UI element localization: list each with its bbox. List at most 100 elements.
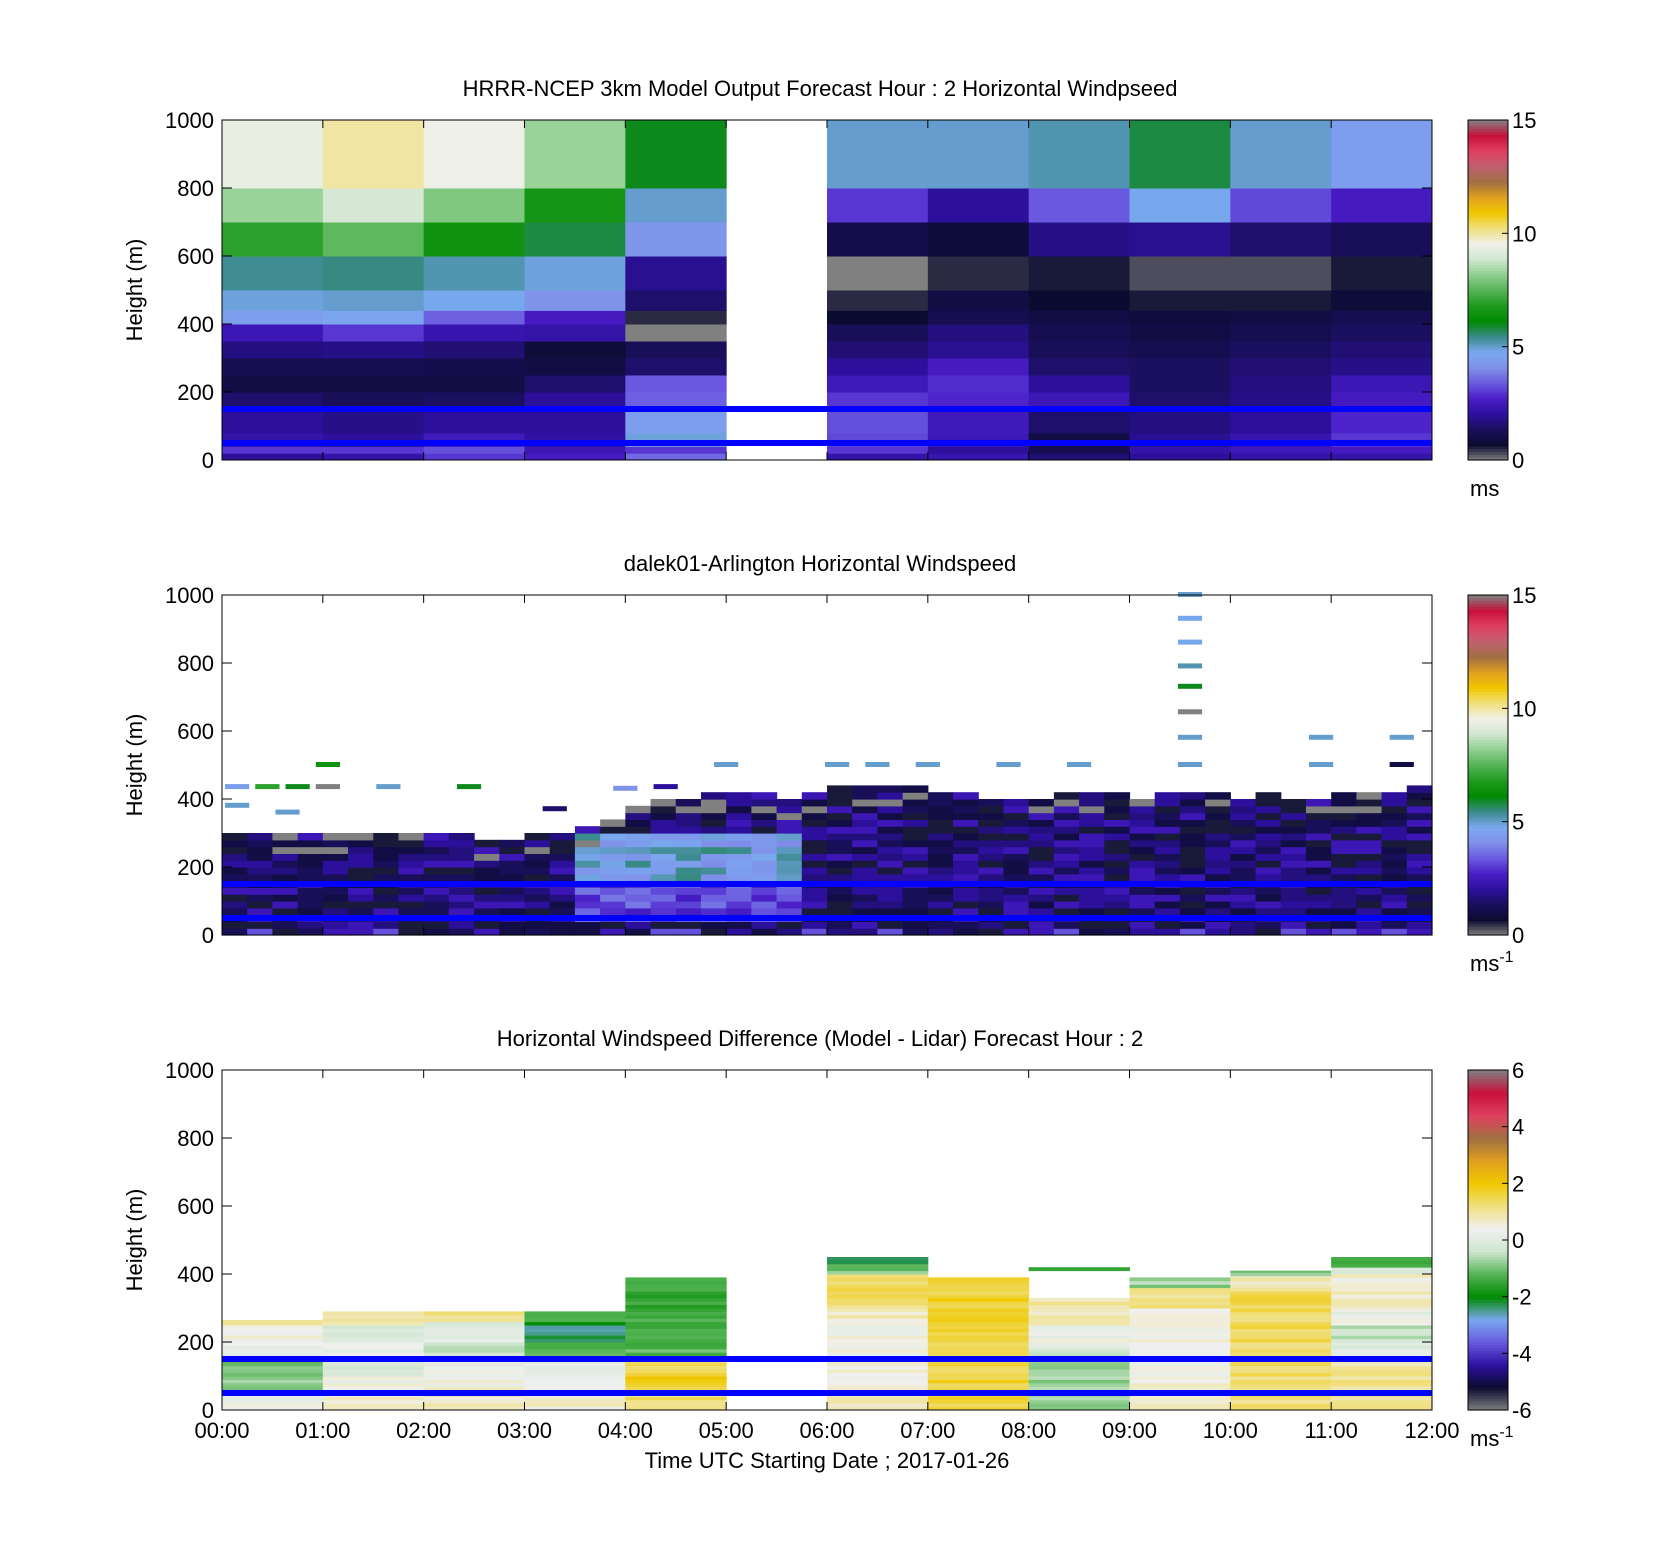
colorbar-segment	[1468, 1177, 1508, 1182]
reference-lines	[222, 406, 1432, 446]
heatmap-cell	[222, 1319, 324, 1323]
heatmap-cell	[423, 1379, 525, 1384]
heatmap-cell	[1305, 846, 1332, 854]
heatmap-cell	[625, 1335, 727, 1340]
colorbar-unit-base: ms	[1470, 951, 1499, 976]
heatmap-cell	[801, 839, 828, 848]
heatmap-cell	[827, 358, 929, 376]
colorbar-segment	[1468, 1322, 1508, 1326]
heatmap-cell	[675, 901, 702, 909]
heatmap-cell	[297, 907, 324, 916]
colorbar-segment	[1468, 440, 1508, 444]
heatmap-cell	[1331, 853, 1357, 861]
heatmap-cell	[1356, 901, 1383, 909]
colorbar-segment	[1468, 171, 1508, 175]
colorbar-segment	[1468, 1257, 1508, 1261]
heatmap-cell	[978, 826, 1005, 834]
heatmap-cell	[1305, 819, 1332, 827]
heatmap-cell	[524, 1335, 626, 1340]
heatmap-cell	[751, 799, 778, 807]
heatmap-cell	[1280, 901, 1307, 909]
heatmap-cell	[1331, 1311, 1433, 1316]
colorbar-segment	[1468, 1070, 1508, 1074]
heatmap-cell	[625, 1379, 727, 1384]
heatmap-cell	[726, 833, 752, 841]
heatmap-cell	[1230, 1335, 1332, 1340]
colorbar-segment	[1468, 346, 1508, 351]
heatmap-cell	[1230, 887, 1257, 895]
heatmap-cell	[423, 846, 450, 854]
heatmap-cell	[675, 853, 702, 861]
heatmap-cell	[474, 846, 500, 854]
colorbar-segment	[1468, 1186, 1508, 1190]
heatmap-cell	[625, 1376, 727, 1380]
heatmap-cell	[1205, 853, 1231, 861]
heatmap-cell	[1129, 819, 1156, 827]
colorbar-unit: ms	[1470, 476, 1499, 501]
heatmap-cell	[1104, 928, 1131, 936]
heatmap-cell	[322, 446, 425, 454]
heatmap-cell	[902, 846, 929, 854]
heatmap-cell	[1028, 853, 1055, 861]
colorbar-segment	[1468, 1132, 1508, 1136]
colorbar-tick-label: 15	[1512, 108, 1536, 133]
heatmap-cell	[1129, 1335, 1231, 1340]
heatmap-cell	[322, 1321, 425, 1326]
heatmap-cell	[1028, 358, 1130, 376]
colorbar-segment	[1468, 767, 1508, 772]
heatmap-cell	[625, 1399, 727, 1404]
heatmap-cell	[625, 805, 652, 814]
heatmap-cell	[650, 846, 677, 854]
colorbar-segment	[1468, 207, 1508, 212]
heatmap-cell	[978, 901, 1005, 909]
heatmap-cell	[423, 1369, 525, 1374]
heatmap-cell	[1305, 839, 1332, 848]
heatmap-cell	[222, 894, 248, 902]
heatmap-cell	[322, 1331, 425, 1336]
heatmap-cell	[827, 812, 853, 820]
heatmap-cell	[524, 846, 551, 854]
colorbar-segment	[1468, 609, 1508, 613]
heatmap-cell	[776, 805, 803, 814]
heatmap-cell	[1331, 256, 1433, 291]
heatmap-cell	[877, 805, 904, 814]
colorbar-tick-label: -4	[1512, 1341, 1532, 1366]
heatmap-cell	[1129, 1311, 1231, 1316]
heatmap-cell	[700, 819, 727, 827]
heatmap-cell	[1230, 324, 1332, 342]
heatmap-cell	[852, 819, 879, 827]
colorbar-segment	[1468, 1350, 1508, 1354]
heatmap-cell	[1129, 1294, 1231, 1299]
heatmap-cell	[927, 1294, 1030, 1299]
heatmap-cell	[1129, 1338, 1231, 1343]
heatmap-cell	[650, 826, 677, 834]
heatmap-cell	[1406, 853, 1433, 861]
heatmap-cell	[222, 1406, 324, 1411]
heatmap-cell	[675, 921, 702, 929]
heatmap-cell	[423, 358, 525, 376]
colorbar-unit: ms-1	[1470, 1424, 1514, 1451]
panel-title: dalek01-Arlington Horizontal Windspeed	[624, 551, 1017, 576]
heatmap-cell	[1129, 901, 1156, 909]
heatmap-cell	[222, 375, 324, 393]
heatmap-cell	[322, 867, 349, 875]
colorbar-segment	[1468, 400, 1508, 404]
heatmap-cell	[348, 833, 374, 841]
heatmap-cell	[625, 324, 727, 342]
heatmap-cell	[978, 805, 1005, 814]
colorbar-segment	[1468, 657, 1508, 661]
heatmap-cell	[996, 762, 1021, 767]
heatmap-cell	[448, 907, 475, 916]
heatmap-cell	[1230, 1272, 1332, 1277]
colorbar-segment	[1468, 1378, 1508, 1383]
heatmap-cell	[423, 1365, 525, 1370]
heatmap-cell	[423, 1311, 525, 1316]
heatmap-cell	[1003, 839, 1030, 848]
heatmap-cell	[726, 846, 752, 854]
heatmap-cell	[1028, 1396, 1130, 1401]
heatmap-cell	[247, 921, 274, 929]
heatmap-cell	[1406, 839, 1433, 848]
heatmap-cell	[751, 894, 778, 902]
colorbar-segment	[1468, 699, 1508, 704]
heatmap-cell	[1230, 819, 1257, 827]
